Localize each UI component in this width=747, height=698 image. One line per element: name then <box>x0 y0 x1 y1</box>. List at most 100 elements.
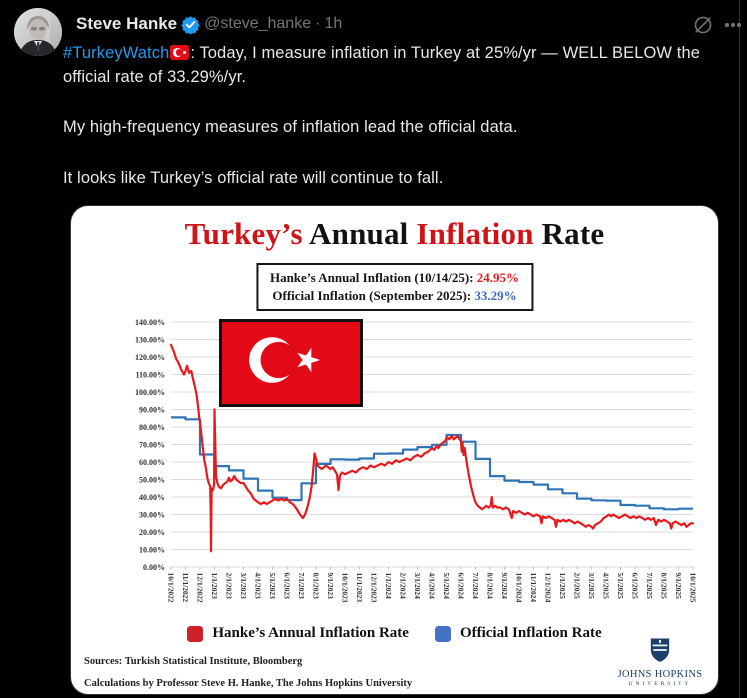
tweet-paragraph-2: My high-frequency measures of inflation … <box>63 118 518 136</box>
svg-text:80.00%: 80.00% <box>139 423 165 432</box>
svg-text:40.00%: 40.00% <box>139 493 165 502</box>
svg-text:9/1/2025: 9/1/2025 <box>674 573 683 600</box>
svg-text:120.00%: 120.00% <box>135 353 165 362</box>
hanke-legend-swatch <box>187 625 204 642</box>
svg-text:12/1/2024: 12/1/2024 <box>544 573 553 603</box>
turkey-flag-image <box>219 319 363 407</box>
svg-text:3/1/2025: 3/1/2025 <box>587 573 596 600</box>
johns-hopkins-logo: JOHNS HOPKINS UNIVERSITY <box>608 637 712 687</box>
official-stat-label: Official Inflation (September 2025): <box>272 287 475 303</box>
grok-actions-icon[interactable] <box>692 14 714 36</box>
official-legend-swatch <box>434 625 451 642</box>
tweet-paragraph-1-text: : Today, I measure inflation in Turkey a… <box>63 44 701 86</box>
chart-legend: Hanke’s Annual Inflation Rate Official I… <box>71 625 718 642</box>
svg-text:6/1/2025: 6/1/2025 <box>631 573 640 600</box>
svg-text:3/1/2024: 3/1/2024 <box>413 573 422 600</box>
hanke-legend-label: Hanke’s Annual Inflation Rate <box>212 625 409 641</box>
svg-text:9/1/2024: 9/1/2024 <box>500 573 509 600</box>
inflation-line-chart: 0.00% 10.00% 20.00% 30.00% 40.00% 50.00% 60.00… <box>135 318 698 603</box>
author-name[interactable]: Steve Hanke <box>76 14 178 33</box>
official-stat-value: 33.29% <box>474 287 517 303</box>
tweet-paragraph-3: It looks like Turkey’s official rate wil… <box>63 168 444 187</box>
handle[interactable]: @steve_hanke <box>204 15 312 32</box>
svg-text:11/1/2024: 11/1/2024 <box>529 573 538 603</box>
svg-text:140.00%: 140.00% <box>135 318 165 327</box>
svg-text:4/1/2024: 4/1/2024 <box>428 573 437 600</box>
svg-text:2/1/2024: 2/1/2024 <box>399 573 408 600</box>
legend-item-official: Official Inflation Rate <box>434 625 602 642</box>
timestamp[interactable]: 1h <box>324 15 343 32</box>
jhu-name: JOHNS HOPKINS <box>617 669 703 680</box>
svg-text:9/1/2023: 9/1/2023 <box>326 573 335 600</box>
svg-text:11/1/2022: 11/1/2022 <box>181 573 190 603</box>
hanke-stat-label: Hanke’s Annual Inflation (10/14/25): <box>269 270 477 285</box>
column-divider <box>739 0 740 698</box>
tweet-actions <box>692 14 742 36</box>
svg-text:6/1/2023: 6/1/2023 <box>283 573 292 600</box>
svg-text:70.00%: 70.00% <box>139 440 165 449</box>
meta-separator: · <box>315 15 321 32</box>
inflation-stats-box: Hanke’s Annual Inflation (10/14/25): 24.… <box>255 263 534 311</box>
svg-text:12/1/2023: 12/1/2023 <box>370 573 379 603</box>
svg-text:10/1/2024: 10/1/2024 <box>515 573 524 603</box>
svg-text:10.00%: 10.00% <box>139 545 165 554</box>
chart-title: Turkey’s Annual Inflation Rate <box>71 216 718 252</box>
tweet-header: Steve Hanke @steve_hanke · 1h <box>76 13 342 35</box>
hashtag-link[interactable]: #TurkeyWatch <box>63 44 170 62</box>
svg-text:2/1/2025: 2/1/2025 <box>573 573 582 600</box>
turkey-flag-emoji <box>170 45 190 60</box>
chart-title-segment: Turkey’s <box>184 216 310 251</box>
official-legend-label: Official Inflation Rate <box>459 625 602 641</box>
svg-text:8/1/2025: 8/1/2025 <box>660 573 669 600</box>
chart-title-segment: Annual <box>309 216 417 251</box>
svg-text:130.00%: 130.00% <box>135 335 165 344</box>
svg-text:10/1/2025: 10/1/2025 <box>689 573 698 603</box>
svg-text:7/1/2025: 7/1/2025 <box>645 573 654 600</box>
svg-text:2/1/2023: 2/1/2023 <box>225 573 234 600</box>
svg-text:10/1/2023: 10/1/2023 <box>341 573 350 603</box>
legend-item-hanke: Hanke’s Annual Inflation Rate <box>187 625 409 642</box>
svg-text:50.00%: 50.00% <box>139 475 165 484</box>
attached-chart-image[interactable]: Turkey’s Annual Inflation Rate Hanke’s A… <box>70 205 719 695</box>
hanke-inflation-stat: Hanke’s Annual Inflation (10/14/25): 24.… <box>270 269 519 287</box>
svg-text:90.00%: 90.00% <box>139 405 165 414</box>
svg-text:8/1/2024: 8/1/2024 <box>486 573 495 600</box>
svg-text:7/1/2023: 7/1/2023 <box>297 573 306 600</box>
tweet-paragraph-1: #TurkeyWatch: Today, I measure inflation… <box>63 42 735 89</box>
svg-text:6/1/2024: 6/1/2024 <box>457 573 466 600</box>
svg-text:10/1/2022: 10/1/2022 <box>167 573 176 603</box>
svg-text:4/1/2025: 4/1/2025 <box>602 573 611 600</box>
svg-text:7/1/2024: 7/1/2024 <box>471 573 480 600</box>
svg-text:5/1/2024: 5/1/2024 <box>442 573 451 600</box>
svg-text:60.00%: 60.00% <box>139 458 165 467</box>
svg-text:30.00%: 30.00% <box>139 510 165 519</box>
svg-text:1/1/2023: 1/1/2023 <box>210 573 219 600</box>
calculations-line: Calculations by Professor Steve H. Hanke… <box>84 678 413 689</box>
avatar-photo-placeholder <box>14 8 62 56</box>
official-inflation-stat: Official Inflation (September 2025): 33.… <box>270 287 519 305</box>
hanke-stat-value: 24.95% <box>476 270 520 285</box>
svg-text:110.00%: 110.00% <box>135 370 165 379</box>
chart-title-segment: Rate <box>541 216 605 251</box>
jhu-university: UNIVERSITY <box>628 681 692 687</box>
chart-title-segment: Inflation <box>416 216 542 251</box>
svg-text:5/1/2023: 5/1/2023 <box>268 573 277 600</box>
sources-line: Sources: Turkish Statistical Institute, … <box>84 656 303 667</box>
chart-sources: Sources: Turkish Statistical Institute, … <box>84 655 412 690</box>
more-menu-icon[interactable] <box>724 14 742 36</box>
avatar[interactable] <box>14 8 62 56</box>
svg-text:5/1/2025: 5/1/2025 <box>616 573 625 600</box>
svg-text:1/1/2025: 1/1/2025 <box>558 573 567 600</box>
svg-text:3/1/2023: 3/1/2023 <box>239 573 248 600</box>
svg-text:8/1/2023: 8/1/2023 <box>312 573 321 600</box>
jhu-shield-icon <box>650 638 670 662</box>
verified-badge-icon <box>181 15 200 35</box>
svg-text:0.00%: 0.00% <box>143 563 165 572</box>
svg-text:1/1/2024: 1/1/2024 <box>384 573 393 600</box>
svg-text:12/1/2022: 12/1/2022 <box>196 573 205 603</box>
svg-text:11/1/2023: 11/1/2023 <box>355 573 364 603</box>
svg-text:100.00%: 100.00% <box>135 388 165 397</box>
svg-text:4/1/2023: 4/1/2023 <box>254 573 263 600</box>
tweet-body: #TurkeyWatch: Today, I measure inflation… <box>63 42 735 190</box>
svg-text:20.00%: 20.00% <box>139 528 165 537</box>
